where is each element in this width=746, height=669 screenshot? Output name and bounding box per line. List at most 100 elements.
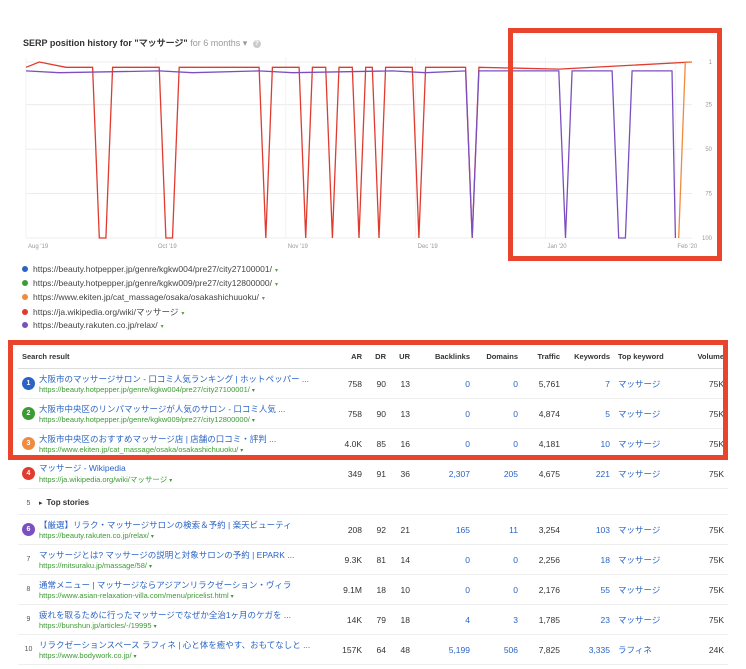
keywords-value[interactable]: 23 bbox=[564, 604, 614, 635]
col-ar[interactable]: AR bbox=[336, 344, 366, 369]
result-url-link[interactable]: https://beauty.rakuten.co.jp/relax/▾ bbox=[39, 531, 154, 540]
col-domains[interactable]: Domains bbox=[474, 344, 522, 369]
domains-value[interactable]: 3 bbox=[474, 604, 522, 635]
result-url-link[interactable]: https://www.ekiten.jp/cat_massage/osaka/… bbox=[39, 445, 244, 454]
top-keyword-value[interactable]: マッサージ bbox=[614, 604, 684, 635]
result-url-link[interactable]: https://beauty.hotpepper.jp/genre/kgkw00… bbox=[39, 415, 255, 424]
col-dr[interactable]: DR bbox=[366, 344, 390, 369]
keywords-value[interactable]: 7 bbox=[564, 368, 614, 399]
top-keyword-value[interactable]: マッサージ bbox=[614, 368, 684, 399]
result-title-link[interactable]: 疲れを取るために行ったマッサージでなぜか全治1ヶ月のケガを ... bbox=[39, 610, 292, 620]
col-volume[interactable]: Volume bbox=[684, 344, 728, 369]
chevron-down-icon[interactable]: ▾ bbox=[160, 324, 164, 330]
chevron-down-icon[interactable]: ▾ bbox=[169, 478, 173, 484]
backlinks-value[interactable]: 2,307 bbox=[414, 458, 474, 489]
backlinks-value[interactable]: 0 bbox=[414, 428, 474, 459]
top-keyword-value[interactable]: マッサージ bbox=[614, 458, 684, 489]
traffic-value: 3,254 bbox=[522, 514, 564, 545]
domains-value[interactable]: 0 bbox=[474, 368, 522, 399]
legend-item[interactable]: https://www.ekiten.jp/cat_massage/osaka/… bbox=[22, 292, 265, 302]
domains-value[interactable]: 506 bbox=[474, 634, 522, 665]
ur-value: 13 bbox=[390, 368, 414, 399]
result-title-link[interactable]: マッサージとは? マッサージの説明と対象サロンの予約 | EPARK ... bbox=[39, 550, 295, 560]
ur-value: 18 bbox=[390, 604, 414, 635]
backlinks-value[interactable]: 0 bbox=[414, 544, 474, 575]
search-result-cell: 6 【厳選】リラク・マッサージサロンの検索＆予約 | 楽天ビューティ https:/… bbox=[18, 514, 336, 545]
backlinks-value[interactable]: 0 bbox=[414, 368, 474, 399]
dr-value: 90 bbox=[366, 368, 390, 399]
result-title-link[interactable]: 大阪市中央区のおすすめマッサージ店 | 店舗の口コミ・評判 ... bbox=[39, 434, 277, 444]
backlinks-value[interactable]: 4 bbox=[414, 604, 474, 635]
result-title-link[interactable]: 【厳選】リラク・マッサージサロンの検索＆予約 | 楽天ビューティ bbox=[39, 520, 292, 530]
chevron-down-icon[interactable]: ▾ bbox=[230, 594, 234, 600]
result-url-link[interactable]: https://www.bodywork.co.jp/▾ bbox=[39, 651, 137, 660]
chevron-down-icon[interactable]: ▾ bbox=[153, 624, 157, 630]
legend-dot-icon bbox=[22, 266, 28, 272]
domains-value[interactable]: 0 bbox=[474, 398, 522, 429]
domains-value[interactable]: 205 bbox=[474, 458, 522, 489]
chevron-down-icon[interactable]: ▾ bbox=[181, 311, 185, 317]
result-title-link[interactable]: リラクゼーションスペース ラフィネ | 心と体を癒やす、おもてなしと ... bbox=[39, 640, 311, 650]
result-url-link[interactable]: https://mitsuraku.jp/massage/58/▾ bbox=[39, 561, 152, 570]
chevron-down-icon[interactable]: ▾ bbox=[150, 534, 154, 540]
legend-item[interactable]: https://beauty.rakuten.co.jp/relax/▾ bbox=[22, 320, 164, 330]
dr-value: 91 bbox=[366, 458, 390, 489]
legend-item[interactable]: https://beauty.hotpepper.jp/genre/kgkw00… bbox=[22, 264, 278, 274]
result-url-link[interactable]: https://ja.wikipedia.org/wiki/マッサージ ▾ bbox=[39, 475, 173, 484]
result-url-link[interactable]: https://beauty.hotpepper.jp/genre/kgkw00… bbox=[39, 385, 255, 394]
top-keyword-value[interactable]: マッサージ bbox=[614, 544, 684, 575]
keywords-value[interactable]: 18 bbox=[564, 544, 614, 575]
top-stories-row[interactable]: 5 ▸ Top stories bbox=[18, 488, 728, 515]
chevron-down-icon[interactable]: ▾ bbox=[133, 654, 137, 660]
top-keyword-value[interactable]: マッサージ bbox=[614, 398, 684, 429]
result-title-link[interactable]: 大阪市中央区のリンパマッサージが人気のサロン - 口コミ人気 ... bbox=[39, 404, 286, 414]
chevron-down-icon[interactable]: ▾ bbox=[251, 388, 255, 394]
backlinks-value[interactable]: 165 bbox=[414, 514, 474, 545]
ar-value: 758 bbox=[336, 368, 366, 399]
result-url-link[interactable]: https://bunshun.jp/articles/-/19995 ▾ bbox=[39, 621, 157, 630]
keywords-value[interactable]: 55 bbox=[564, 574, 614, 605]
result-title-link[interactable]: 大阪市のマッサージサロン - 口コミ人気ランキング | ホットペッパー ... bbox=[39, 374, 310, 384]
col-keywords[interactable]: Keywords bbox=[564, 344, 614, 369]
domains-value[interactable]: 0 bbox=[474, 574, 522, 605]
chevron-down-icon[interactable]: ▾ bbox=[261, 296, 265, 302]
result-title-link[interactable]: 通常メニュー | マッサージならアジアンリラクゼーション・ヴィラ bbox=[39, 580, 292, 590]
top-keyword-value[interactable]: マッサージ bbox=[614, 428, 684, 459]
chevron-down-icon[interactable]: ▾ bbox=[251, 418, 255, 424]
search-result-cell: 9 疲れを取るために行ったマッサージでなぜか全治1ヶ月のケガを ... https:… bbox=[18, 604, 336, 635]
col-ur[interactable]: UR bbox=[390, 344, 414, 369]
keywords-value[interactable]: 221 bbox=[564, 458, 614, 489]
backlinks-value[interactable]: 0 bbox=[414, 574, 474, 605]
backlinks-value[interactable]: 5,199 bbox=[414, 634, 474, 665]
legend-item[interactable]: https://ja.wikipedia.org/wiki/マッサージ ▾ bbox=[22, 306, 184, 318]
backlinks-value[interactable]: 0 bbox=[414, 398, 474, 429]
result-title-link[interactable]: マッサージ - Wikipedia bbox=[39, 463, 126, 473]
col-traffic[interactable]: Traffic bbox=[522, 344, 564, 369]
top-keyword-value[interactable]: ラフィネ bbox=[614, 634, 684, 665]
col-top-keyword[interactable]: Top keyword bbox=[614, 344, 684, 369]
result-url-link[interactable]: https://www.asian-relaxation-villa.com/m… bbox=[39, 591, 234, 600]
chevron-down-icon[interactable]: ▾ bbox=[240, 448, 244, 454]
chart-highlight-box bbox=[508, 28, 722, 261]
chevron-down-icon[interactable]: ▾ bbox=[274, 268, 278, 274]
legend-item[interactable]: https://beauty.hotpepper.jp/genre/kgkw00… bbox=[22, 278, 278, 288]
top-keyword-value[interactable]: マッサージ bbox=[614, 514, 684, 545]
table-row: 2 大阪市中央区のリンパマッサージが人気のサロン - 口コミ人気 ... https… bbox=[18, 398, 728, 429]
volume-value: 75K bbox=[684, 544, 728, 575]
keywords-value[interactable]: 5 bbox=[564, 398, 614, 429]
col-backlinks[interactable]: Backlinks bbox=[414, 344, 474, 369]
chevron-down-icon[interactable]: ▾ bbox=[274, 282, 278, 288]
expand-arrow-icon[interactable]: ▸ bbox=[39, 499, 43, 507]
range-dropdown[interactable]: for 6 months ▾ bbox=[190, 38, 247, 48]
top-keyword-value[interactable]: マッサージ bbox=[614, 574, 684, 605]
keywords-value[interactable]: 103 bbox=[564, 514, 614, 545]
chevron-down-icon[interactable]: ▾ bbox=[148, 564, 152, 570]
info-icon[interactable]: ? bbox=[252, 40, 261, 48]
col-search-result[interactable]: Search result bbox=[18, 344, 336, 369]
keywords-value[interactable]: 3,335 bbox=[564, 634, 614, 665]
ar-value: 208 bbox=[336, 514, 366, 545]
domains-value[interactable]: 0 bbox=[474, 544, 522, 575]
ur-value: 13 bbox=[390, 398, 414, 429]
domains-value[interactable]: 11 bbox=[474, 514, 522, 545]
ur-value: 36 bbox=[390, 458, 414, 489]
